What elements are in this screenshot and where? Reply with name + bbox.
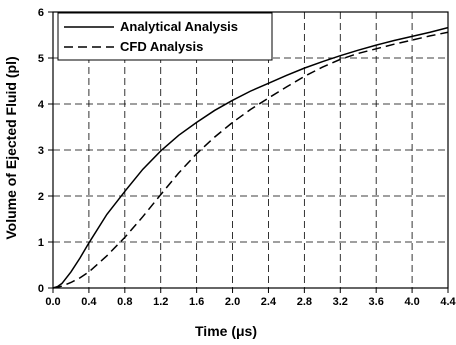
x-tick-label: 0.0	[45, 296, 60, 308]
y-tick-label: 3	[38, 145, 44, 157]
x-tick-label: 2.8	[297, 296, 312, 308]
legend-label-analytical: Analytical Analysis	[120, 19, 238, 34]
y-axis-ticks: 0 1 2 3 4 5 6	[38, 7, 53, 295]
x-tick-label: 1.2	[153, 296, 168, 308]
series-lines	[52, 26, 449, 289]
x-tick-label: 2.0	[225, 296, 240, 308]
y-tick-label: 6	[38, 7, 44, 19]
y-tick-label: 2	[38, 191, 44, 203]
x-tick-label: 4.0	[404, 296, 419, 308]
x-axis-ticks: 0.0 0.4 0.8 1.2 1.6 2.0 2.4 2.8 3.2 3.6 4.0 4.4	[45, 288, 456, 308]
x-tick-label: 2.4	[261, 296, 277, 308]
x-axis-label: Time (μs)	[195, 323, 257, 339]
series-line-cfd	[52, 31, 449, 289]
legend: Analytical Analysis CFD Analysis	[57, 12, 273, 61]
x-tick-label: 1.6	[189, 296, 204, 308]
y-tick-label: 4	[38, 99, 45, 111]
y-tick-label: 0	[38, 283, 44, 295]
legend-box	[57, 12, 273, 61]
x-tick-label: 0.8	[117, 296, 132, 308]
legend-label-cfd: CFD Analysis	[120, 39, 203, 54]
series-line-analytical	[52, 26, 449, 289]
y-axis-label: Volume of Ejected Fluid (pl)	[3, 56, 19, 239]
x-tick-label: 3.2	[333, 296, 348, 308]
x-tick-label: 0.4	[81, 296, 97, 308]
x-tick-label: 4.4	[440, 296, 456, 308]
x-tick-label: 3.6	[369, 296, 384, 308]
y-tick-label: 5	[38, 53, 44, 65]
y-tick-label: 1	[38, 237, 44, 249]
